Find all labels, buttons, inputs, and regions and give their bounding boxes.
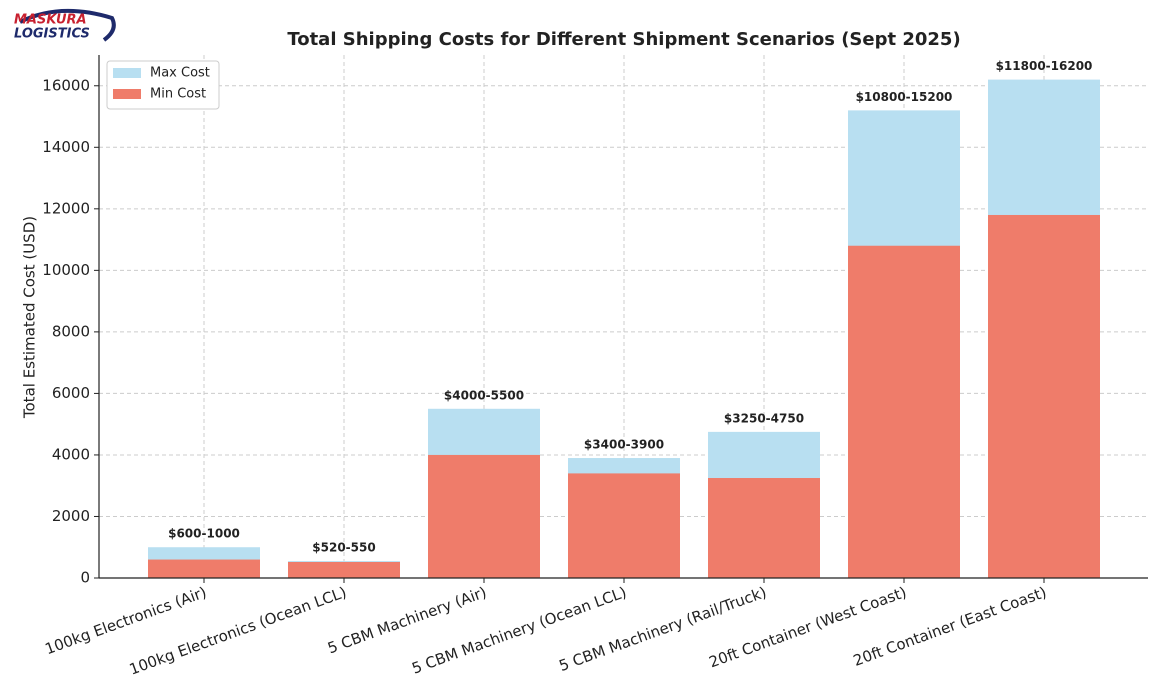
y-tick-label: 14000 — [42, 138, 90, 156]
value-label: $3250-4750 — [724, 411, 804, 425]
chart-title: Total Shipping Costs for Different Shipm… — [287, 29, 960, 50]
y-tick-label: 0 — [80, 569, 90, 587]
bar — [568, 473, 680, 578]
value-label: $3400-3900 — [584, 438, 664, 452]
logo-text: MASKURA — [14, 13, 87, 28]
value-label: $600-1000 — [168, 527, 240, 541]
bars: $600-1000 $520-550 $4000-5500 $3400-3900 $32… — [148, 59, 1100, 579]
legend-label: Min Cost — [150, 87, 206, 102]
y-tick-label: 6000 — [52, 384, 90, 402]
y-tick-label: 4000 — [52, 445, 90, 463]
bar — [988, 214, 1100, 578]
bar — [848, 245, 960, 578]
legend-swatch — [113, 89, 141, 99]
value-label: $520-550 — [312, 541, 375, 555]
bar — [148, 559, 260, 578]
legend-swatch — [113, 68, 141, 78]
y-tick-label: 2000 — [52, 507, 90, 525]
y-tick-label: 10000 — [42, 261, 90, 279]
logo-text: LOGISTICS — [14, 27, 90, 42]
y-tick-label: 12000 — [42, 199, 90, 217]
y-tick-label: 8000 — [52, 322, 90, 340]
value-label: $10800-15200 — [856, 90, 953, 104]
logo-swoosh — [19, 8, 116, 42]
y-axis-label: Total Estimated Cost (USD) — [21, 216, 39, 419]
bar — [428, 454, 540, 578]
logo: MASKURA LOGISTICS — [14, 8, 116, 42]
bar — [288, 562, 400, 578]
value-label: $11800-16200 — [996, 59, 1093, 73]
y-tick-label: 16000 — [42, 76, 90, 94]
bar — [708, 478, 820, 578]
legend-label: Max Cost — [150, 66, 210, 81]
legend: Max Cost Min Cost — [106, 60, 220, 110]
value-label: $4000-5500 — [444, 388, 524, 402]
